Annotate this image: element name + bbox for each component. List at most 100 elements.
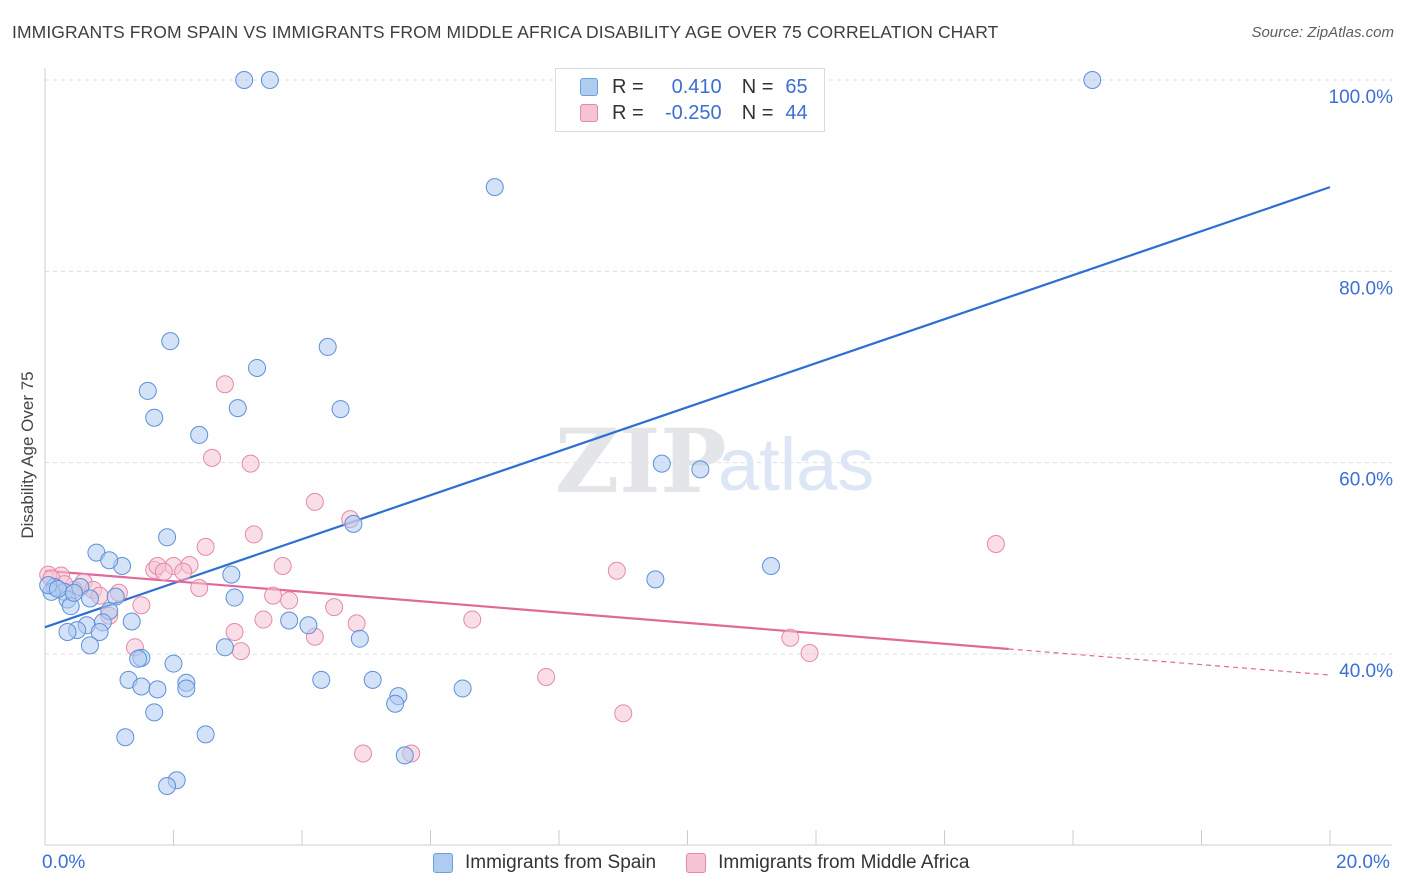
data-point-middle-africa — [614, 704, 633, 723]
data-point-spain — [122, 612, 141, 631]
data-point-spain — [145, 703, 164, 722]
data-point-middle-africa — [273, 556, 292, 575]
data-point-spain — [116, 728, 135, 747]
legend-r-value-spain: 0.410 — [671, 75, 722, 98]
data-point-spain — [646, 570, 665, 589]
y-axis-label: Disability Age Over 75 — [18, 371, 37, 539]
data-point-spain — [215, 638, 234, 657]
data-point-spain — [100, 551, 119, 570]
legend-r-label: R = — [612, 101, 644, 124]
y-tick-label: 80.0% — [1339, 278, 1393, 299]
data-point-spain — [158, 777, 177, 796]
data-point-spain — [190, 425, 209, 444]
data-point-middle-africa — [986, 534, 1005, 553]
data-point-spain — [90, 622, 109, 641]
data-point-spain — [350, 629, 369, 648]
data-point-spain — [145, 408, 164, 427]
legend-n-value-spain: 65 — [785, 75, 808, 98]
legend-n-value-middle-africa: 44 — [785, 101, 808, 124]
legend-r-value-middle-africa: -0.250 — [664, 101, 722, 124]
data-point-spain — [177, 679, 196, 698]
gridlines — [45, 79, 1392, 655]
data-point-spain — [158, 528, 177, 547]
x-tick-min: 0.0% — [42, 852, 86, 873]
axes — [44, 68, 1392, 846]
y-tick-label: 100.0% — [1329, 87, 1394, 108]
data-point-spain — [80, 589, 99, 608]
data-point-spain — [363, 670, 382, 689]
data-point-spain — [222, 565, 241, 584]
series-legend-spain[interactable]: Immigrants from Spain — [433, 852, 656, 874]
data-point-middle-africa — [325, 598, 344, 617]
data-point-spain — [132, 677, 151, 696]
data-point-spain — [148, 680, 167, 699]
data-point-spain — [80, 636, 99, 655]
data-point-spain — [395, 746, 414, 765]
data-point-middle-africa — [215, 375, 234, 394]
x-tick-max: 20.0% — [1336, 852, 1390, 873]
source-label: Source: ZipAtlas.com — [1251, 24, 1394, 41]
data-point-spain — [331, 400, 350, 419]
data-point-spain — [225, 588, 244, 607]
data-point-spain — [161, 332, 180, 351]
data-point-spain — [762, 556, 781, 575]
series-spain-points — [39, 71, 1102, 796]
legend-row-spain: R = 0.410 N = 65 — [580, 75, 808, 99]
data-point-middle-africa — [196, 537, 215, 556]
data-point-middle-africa — [154, 562, 173, 581]
data-point-middle-africa — [305, 492, 324, 511]
data-point-middle-africa — [225, 622, 244, 641]
data-point-middle-africa — [254, 610, 273, 629]
y-tick-label: 60.0% — [1339, 470, 1393, 491]
data-point-spain — [48, 579, 67, 598]
data-point-spain — [318, 337, 337, 356]
series-legend-middle-africa[interactable]: Immigrants from Middle Africa — [686, 852, 969, 874]
data-point-middle-africa — [354, 744, 373, 763]
data-point-spain — [58, 622, 77, 641]
data-point-spain — [164, 654, 183, 673]
series-legend-label-middle-africa: Immigrants from Middle Africa — [718, 852, 970, 873]
data-point-middle-africa — [241, 454, 260, 473]
data-point-spain — [196, 725, 215, 744]
data-point-spain — [129, 649, 148, 668]
legend-swatch-middle-africa — [580, 104, 598, 122]
series-legend: Immigrants from Spain Immigrants from Mi… — [433, 852, 999, 874]
data-point-middle-africa — [781, 628, 800, 647]
trend-line-spain — [44, 186, 1331, 629]
series-legend-swatch-spain — [433, 853, 453, 873]
series-legend-label-spain: Immigrants from Spain — [465, 852, 657, 873]
data-point-spain — [248, 358, 267, 377]
data-point-middle-africa — [203, 448, 222, 467]
legend-row-middle-africa: R = -0.250 N = 44 — [580, 101, 808, 125]
legend-n-label: N = — [741, 75, 774, 98]
data-point-middle-africa — [231, 642, 250, 661]
data-point-middle-africa — [607, 561, 626, 580]
data-point-middle-africa — [244, 525, 263, 544]
data-point-spain — [344, 514, 363, 533]
data-point-spain — [228, 399, 247, 418]
data-point-middle-africa — [280, 591, 299, 610]
data-point-middle-africa — [264, 586, 283, 605]
y-tick-labels: 40.0% 60.0% 80.0% 100.0% — [1329, 87, 1394, 682]
data-point-spain — [386, 694, 405, 713]
data-point-middle-africa — [190, 578, 209, 597]
data-point-spain — [1083, 71, 1102, 89]
data-point-middle-africa — [132, 596, 151, 615]
series-legend-swatch-middle-africa — [686, 853, 707, 873]
data-point-middle-africa — [463, 610, 482, 629]
data-point-middle-africa — [800, 644, 819, 663]
chart-title: IMMIGRANTS FROM SPAIN VS IMMIGRANTS FROM… — [12, 22, 999, 42]
trend-line-middle-africa — [44, 569, 1009, 651]
watermark-atlas: atlas — [718, 423, 874, 506]
legend-n-label: N = — [741, 101, 774, 124]
correlation-legend: R = 0.410 N = 65 R = -0.250 N = 44 — [555, 68, 825, 132]
data-point-middle-africa — [537, 667, 556, 686]
data-point-spain — [691, 460, 710, 479]
data-point-spain — [652, 454, 671, 473]
y-tick-label: 40.0% — [1339, 661, 1393, 682]
data-point-spain — [64, 583, 83, 602]
data-point-spain — [260, 71, 279, 89]
data-point-spain — [235, 71, 254, 89]
trend-line-middle-africa-extension — [1008, 648, 1331, 676]
